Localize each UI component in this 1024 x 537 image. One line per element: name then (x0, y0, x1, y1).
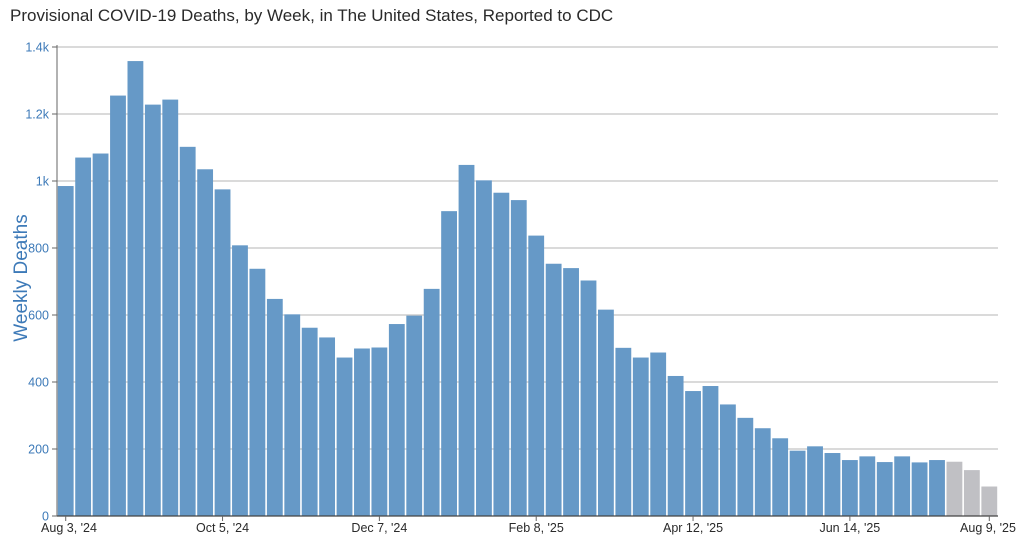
y-axis-label: Weekly Deaths (11, 214, 32, 341)
grid-lines (57, 46, 998, 450)
bar[interactable] (476, 180, 492, 516)
bar[interactable] (162, 99, 179, 516)
bar[interactable] (719, 404, 736, 516)
bar-incomplete[interactable] (981, 486, 998, 516)
bar[interactable] (232, 245, 248, 516)
bar[interactable] (789, 450, 806, 516)
bar[interactable] (894, 456, 911, 516)
bar[interactable] (127, 61, 144, 516)
bar[interactable] (667, 375, 684, 516)
bar[interactable] (423, 288, 440, 516)
bar[interactable] (685, 391, 701, 516)
bar[interactable] (441, 211, 457, 516)
bar[interactable] (371, 347, 388, 516)
y-tick-label: 600 (28, 309, 49, 323)
x-tick-label: Oct 5, '24 (196, 521, 249, 535)
bar[interactable] (615, 347, 632, 516)
axes (52, 45, 998, 521)
bar[interactable] (493, 192, 510, 516)
bar[interactable] (214, 189, 231, 516)
y-tick-label: 0 (42, 510, 49, 524)
x-tick-label: Dec 7, '24 (351, 521, 407, 535)
bar[interactable] (336, 357, 353, 516)
bar[interactable] (144, 104, 161, 517)
bar-incomplete[interactable] (963, 470, 980, 516)
y-tick-label: 1.4k (25, 41, 49, 55)
bar[interactable] (632, 357, 649, 516)
bar[interactable] (388, 324, 405, 516)
bar[interactable] (545, 263, 562, 516)
y-tick-label: 200 (28, 443, 49, 457)
bar[interactable] (876, 462, 893, 516)
bar-incomplete[interactable] (946, 461, 963, 516)
bar[interactable] (75, 157, 92, 517)
x-tick-label: Aug 3, '24 (41, 521, 97, 535)
x-tick-label: Jun 14, '25 (819, 521, 880, 535)
bars (57, 61, 998, 517)
bar[interactable] (197, 169, 214, 516)
bar[interactable] (284, 314, 301, 516)
bar[interactable] (754, 428, 771, 516)
x-tick-label: Aug 9, '25 (960, 521, 1016, 535)
bar[interactable] (702, 386, 719, 516)
bar[interactable] (737, 417, 754, 516)
y-tick-labels: 0 200 400 600 800 1k 1.2k 1.4k (25, 41, 49, 524)
bar[interactable] (859, 456, 876, 516)
bar[interactable] (650, 352, 667, 516)
y-tick-label: 1k (36, 175, 50, 189)
bar[interactable] (92, 153, 109, 516)
bar[interactable] (110, 95, 126, 516)
y-tick-label: 1.2k (25, 108, 49, 122)
bar[interactable] (301, 327, 318, 516)
y-tick-label: 400 (28, 376, 49, 390)
bar[interactable] (841, 460, 858, 516)
bar[interactable] (406, 315, 423, 516)
bar[interactable] (249, 268, 266, 516)
bar[interactable] (179, 146, 196, 516)
bar[interactable] (528, 235, 545, 517)
bar[interactable] (510, 200, 527, 516)
bar[interactable] (772, 438, 789, 516)
bar[interactable] (319, 337, 336, 516)
bar[interactable] (580, 280, 597, 516)
bar[interactable] (458, 164, 475, 517)
y-tick-label: 800 (28, 242, 49, 256)
x-tick-label: Apr 12, '25 (663, 521, 723, 535)
bar[interactable] (824, 453, 841, 516)
bar[interactable] (354, 348, 370, 517)
bar[interactable] (929, 460, 945, 516)
x-tick-labels: Aug 3, '24 Oct 5, '24 Dec 7, '24 Feb 8, '25… (41, 521, 1016, 535)
bar[interactable] (598, 309, 614, 516)
bar[interactable] (563, 268, 579, 516)
chart-title: Provisional COVID-19 Deaths, by Week, in… (10, 6, 614, 25)
bar[interactable] (57, 186, 74, 516)
x-tick-label: Feb 8, '25 (509, 521, 564, 535)
bar[interactable] (911, 462, 928, 516)
bar[interactable] (266, 298, 283, 516)
bar[interactable] (807, 446, 823, 516)
